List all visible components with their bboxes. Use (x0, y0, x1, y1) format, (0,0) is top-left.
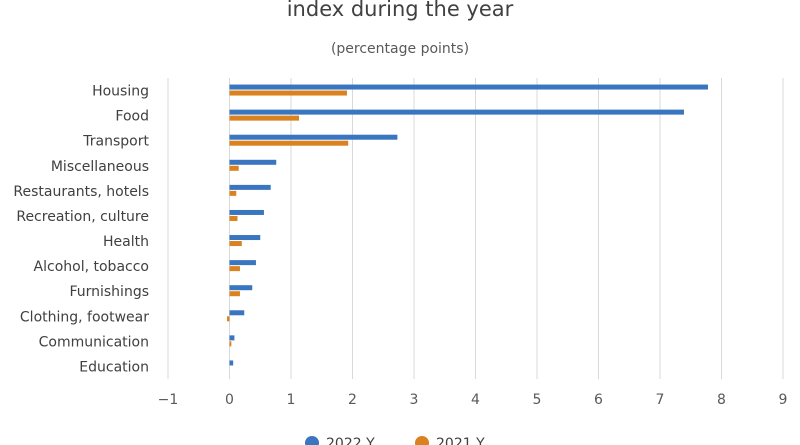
bar-2021-y (229, 341, 232, 347)
x-tick-label: 6 (594, 392, 603, 408)
x-tick-label: 5 (533, 392, 542, 408)
category-label: Health (103, 234, 149, 250)
legend-marker (305, 436, 319, 445)
bars-group (227, 84, 708, 372)
bar-2022-y (229, 310, 245, 316)
bar-2022-y (229, 134, 398, 140)
chart-title: index during the year (287, 0, 514, 21)
bar-2021-y (229, 241, 242, 247)
category-label: Recreation, culture (16, 209, 149, 225)
bar-2021-y (229, 90, 347, 96)
bar-2022-y (229, 260, 256, 266)
x-tick-labels: −1 0 1 2 3 4 5 6 7 8 9 (158, 392, 788, 408)
bar-2022-y (229, 209, 264, 215)
bar-2022-y (229, 109, 684, 115)
bar-2022-y (229, 335, 235, 341)
bar-2021-y (229, 215, 238, 221)
x-tick-label: 2 (348, 392, 357, 408)
category-label: Alcohol, tobacco (34, 259, 149, 275)
category-label: Housing (92, 84, 149, 100)
bar-2022-y (229, 184, 271, 190)
x-tick-label: 1 (287, 392, 296, 408)
x-tick-label: 7 (656, 392, 665, 408)
bar-2021-y (229, 266, 240, 272)
bar-2022-y (229, 360, 234, 366)
bar-2022-y (229, 235, 261, 241)
bar-2021-y (229, 140, 349, 146)
legend-label: 2021 Y (436, 436, 485, 445)
category-label: Restaurants, hotels (13, 184, 149, 200)
bar-2022-y (229, 84, 708, 90)
x-tick-label: 0 (225, 392, 234, 408)
legend-marker (415, 436, 429, 445)
legend-label: 2022 Y (326, 436, 375, 445)
category-label: Communication (39, 334, 149, 350)
bar-2021-y (229, 190, 237, 196)
category-label: Miscellaneous (51, 159, 149, 175)
category-label: Clothing, footwear (20, 309, 149, 325)
bar-2021-y (229, 165, 239, 171)
bar-2022-y (229, 159, 277, 165)
x-tick-label: 8 (717, 392, 726, 408)
bar-2021-y (229, 291, 240, 297)
gridlines (167, 78, 784, 379)
category-label: Furnishings (69, 284, 149, 300)
bar-2022-y (229, 285, 253, 291)
category-label: Transport (82, 134, 149, 150)
chart-subtitle: (percentage points) (331, 41, 469, 57)
x-tick-label: −1 (158, 392, 179, 408)
category-label: Education (79, 359, 149, 375)
legend: 2022 Y 2021 Y (305, 436, 485, 445)
x-tick-label: 3 (410, 392, 419, 408)
x-tick-label: 4 (471, 392, 480, 408)
category-label: Food (115, 109, 149, 125)
bar-2021-y (227, 316, 230, 322)
x-tick-label: 9 (779, 392, 788, 408)
category-labels: Housing Food Transport Miscellaneous Restaur… (13, 84, 149, 376)
bar-2021-y (229, 115, 299, 121)
